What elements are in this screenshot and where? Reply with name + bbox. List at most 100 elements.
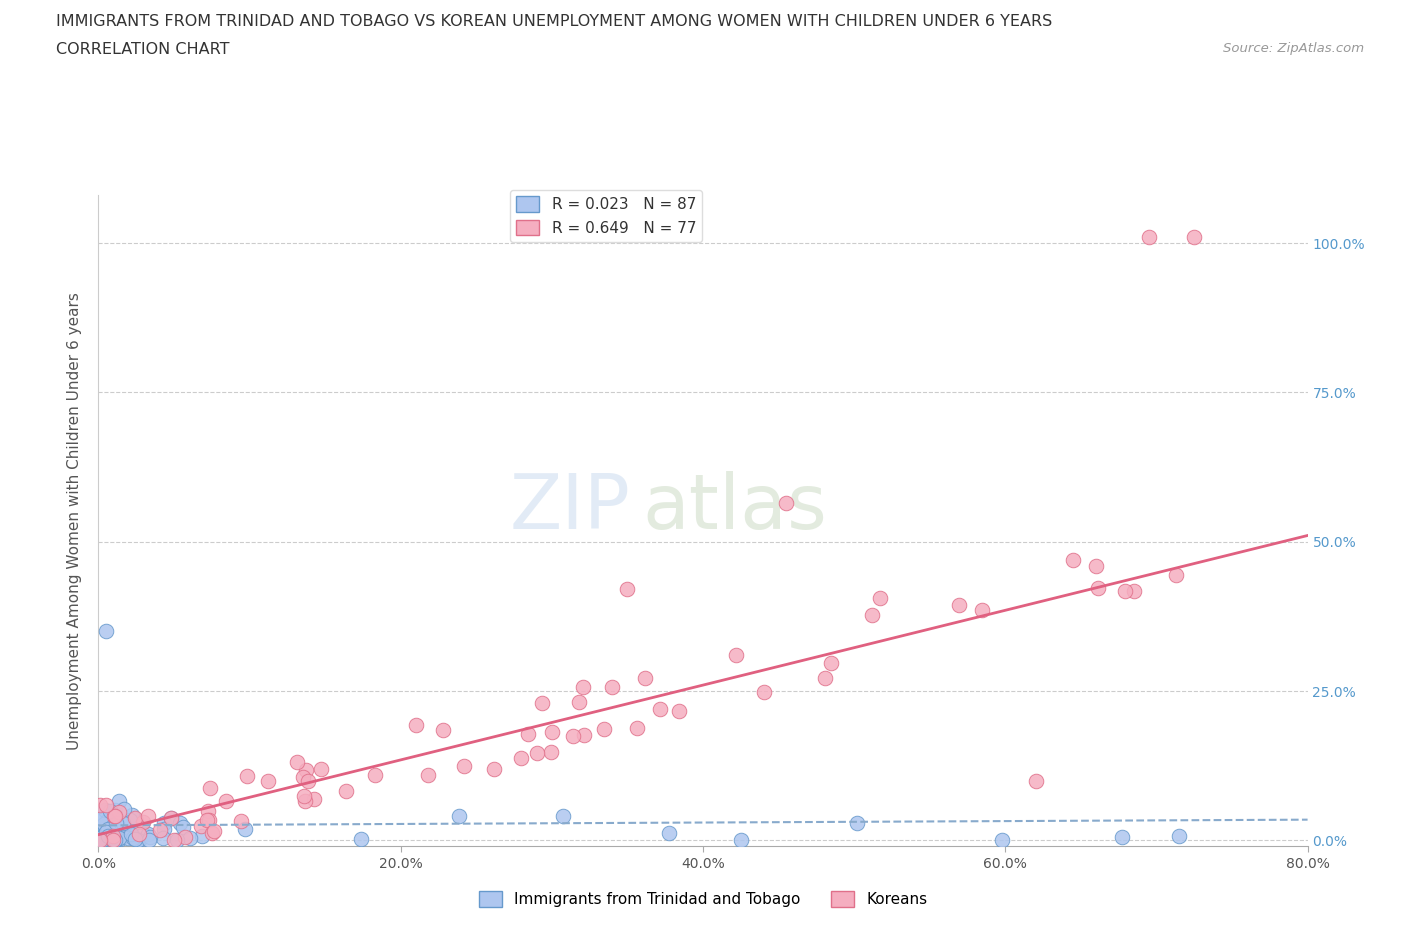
Point [845, 816, 868, 830]
Point [1123, 583, 1146, 598]
Point [105, 827, 128, 842]
Point [1137, 230, 1160, 245]
Point [124, 812, 146, 827]
Point [1167, 829, 1189, 844]
Point [97, 821, 120, 836]
Point [114, 816, 136, 830]
Point [648, 701, 671, 716]
Text: IMMIGRANTS FROM TRINIDAD AND TOBAGO VS KOREAN UNEMPLOYMENT AMONG WOMEN WITH CHIL: IMMIGRANTS FROM TRINIDAD AND TOBAGO VS K… [56, 14, 1053, 29]
Point [152, 830, 174, 845]
Point [1182, 230, 1205, 245]
Point [97, 821, 120, 836]
Point [127, 832, 149, 847]
Point [125, 815, 148, 830]
Text: ZIP: ZIP [509, 471, 630, 545]
Point [94, 798, 117, 813]
Point [96, 817, 118, 831]
Point [510, 751, 533, 765]
Point [89, 830, 111, 845]
Point [1085, 559, 1108, 574]
Point [233, 821, 256, 836]
Point [568, 695, 591, 710]
Point [103, 832, 125, 847]
Point [101, 833, 124, 848]
Point [541, 725, 564, 740]
Legend: Immigrants from Trinidad and Tobago, Koreans: Immigrants from Trinidad and Tobago, Kor… [472, 884, 934, 913]
Point [110, 823, 132, 838]
Point [117, 830, 139, 845]
Point [105, 816, 128, 830]
Point [453, 758, 475, 773]
Point [108, 831, 131, 846]
Point [105, 815, 128, 830]
Point [90, 810, 112, 825]
Point [97, 828, 120, 843]
Point [593, 722, 616, 737]
Point [87, 830, 110, 845]
Point [198, 780, 221, 795]
Point [668, 704, 690, 719]
Point [91, 832, 114, 847]
Point [100, 817, 122, 831]
Point [107, 828, 129, 843]
Point [122, 830, 145, 845]
Point [517, 726, 540, 741]
Point [149, 823, 172, 838]
Point [416, 767, 439, 782]
Point [139, 830, 162, 844]
Point [572, 728, 595, 743]
Point [405, 718, 427, 733]
Point [122, 829, 145, 844]
Point [124, 831, 146, 846]
Point [163, 832, 186, 847]
Point [754, 684, 776, 699]
Point [104, 823, 127, 838]
Text: atlas: atlas [643, 471, 827, 545]
Point [530, 695, 553, 710]
Point [103, 829, 125, 844]
Point [292, 770, 315, 785]
Point [160, 810, 183, 825]
Point [553, 809, 575, 824]
Point [482, 762, 505, 777]
Point [103, 829, 125, 844]
Point [1087, 580, 1109, 595]
Point [540, 745, 562, 760]
Point [104, 831, 127, 846]
Point [107, 830, 129, 845]
Point [169, 816, 191, 830]
Point [128, 831, 150, 846]
Point [256, 774, 278, 789]
Point [198, 812, 221, 827]
Point [1114, 583, 1136, 598]
Point [89, 833, 111, 848]
Point [94, 624, 117, 639]
Point [87, 830, 110, 844]
Text: Source: ZipAtlas.com: Source: ZipAtlas.com [1223, 42, 1364, 55]
Point [820, 656, 842, 671]
Point [860, 607, 883, 622]
Point [112, 802, 135, 817]
Point [112, 826, 135, 841]
Point [600, 679, 623, 694]
Point [231, 814, 253, 829]
Point [94, 824, 117, 839]
Point [571, 679, 593, 694]
Point [118, 825, 141, 840]
Point [97, 825, 120, 840]
Point [948, 597, 970, 612]
Point [108, 830, 131, 845]
Point [100, 817, 122, 832]
Point [302, 791, 325, 806]
Point [730, 832, 752, 847]
Point [202, 823, 225, 838]
Point [634, 671, 657, 685]
Point [236, 769, 259, 784]
Point [136, 826, 159, 841]
Point [626, 720, 648, 735]
Point [197, 804, 219, 818]
Point [108, 804, 131, 819]
Y-axis label: Unemployment Among Women with Children Under 6 years: Unemployment Among Women with Children U… [67, 292, 83, 750]
Point [89, 797, 111, 812]
Point [190, 818, 212, 833]
